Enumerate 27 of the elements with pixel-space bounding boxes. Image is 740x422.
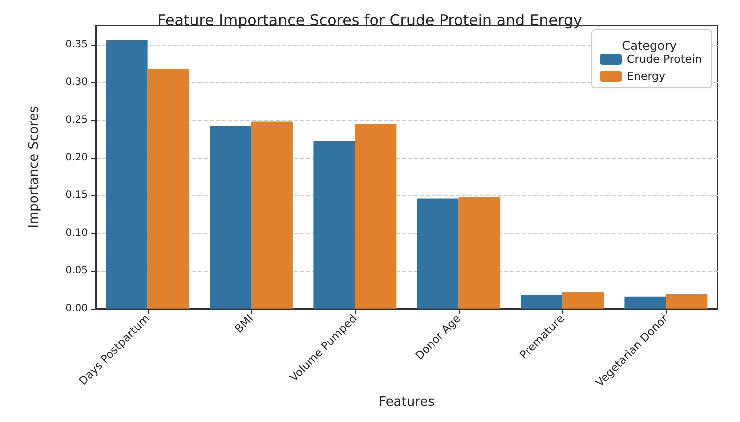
bar bbox=[417, 198, 459, 309]
bar bbox=[624, 296, 666, 309]
bar bbox=[458, 197, 500, 309]
x-axis-title: Features bbox=[379, 395, 436, 410]
legend-label: Crude Protein bbox=[627, 53, 702, 66]
bar bbox=[562, 292, 604, 309]
bar bbox=[252, 122, 293, 309]
y-tick-label: 0.20 bbox=[66, 152, 88, 164]
y-tick-label: 0.00 bbox=[66, 303, 88, 314]
y-tick-label: 0.05 bbox=[66, 266, 88, 277]
bar bbox=[210, 126, 252, 309]
bar bbox=[148, 69, 190, 309]
y-tick-label: 0.30 bbox=[66, 77, 88, 88]
bar bbox=[355, 124, 397, 309]
x-tick-label: BMI bbox=[232, 312, 256, 336]
y-tick-label: 0.10 bbox=[66, 228, 88, 239]
bar bbox=[521, 295, 562, 309]
bar bbox=[314, 141, 356, 309]
legend-title: Category bbox=[622, 39, 678, 53]
y-tick-label: 0.25 bbox=[66, 114, 88, 126]
y-axis-title: Importance Scores bbox=[27, 106, 42, 228]
chart-title: Feature Importance Scores for Crude Protein and Energy bbox=[158, 12, 582, 30]
bar bbox=[106, 40, 148, 309]
legend-label: Energy bbox=[627, 70, 666, 83]
y-tick-label: 0.15 bbox=[66, 190, 88, 202]
bar bbox=[666, 294, 708, 309]
y-tick-label: 0.35 bbox=[66, 39, 88, 50]
